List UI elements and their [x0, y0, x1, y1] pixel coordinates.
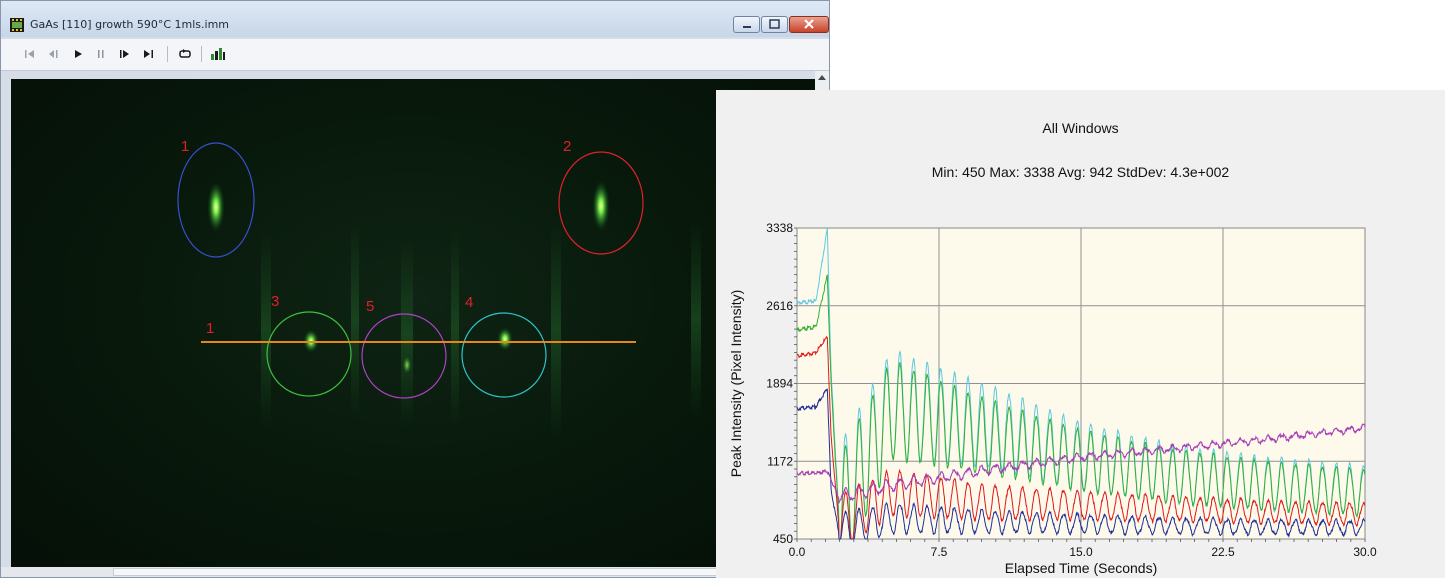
roi-label-3: 3: [271, 293, 279, 310]
play-button[interactable]: [67, 44, 89, 64]
pause-icon: [98, 50, 104, 58]
horizontal-scrollbar[interactable]: [1, 567, 815, 577]
skip-to-start-icon: [25, 50, 34, 58]
step-forward-button[interactable]: [114, 44, 136, 64]
roi-circle-2[interactable]: [558, 151, 644, 255]
loop-icon: [179, 49, 191, 58]
x-tick-label: 15.0: [1069, 545, 1093, 559]
toolbar-separator: [167, 46, 168, 62]
title-bar[interactable]: GaAs [110] growth 590°C 1mls.imm: [1, 1, 829, 37]
pause-button[interactable]: [90, 44, 112, 64]
diffraction-streak: [551, 219, 561, 439]
playback-toolbar: [1, 39, 829, 71]
close-button[interactable]: [789, 16, 829, 33]
intensity-chart: 0.0 7.5 15.0 22.5 30.0 450 1172 1894 2616 3338 Ela…: [728, 221, 1377, 576]
first-frame-button[interactable]: [19, 44, 41, 64]
step-back-button[interactable]: [43, 44, 65, 64]
diffraction-streak: [451, 229, 459, 429]
roi-label-2: 2: [563, 138, 571, 155]
skip-to-end-icon: [144, 50, 153, 58]
last-frame-button[interactable]: [138, 44, 160, 64]
video-frame[interactable]: 1 2 3 5 4 1: [11, 79, 815, 567]
chart-icon: [211, 48, 225, 60]
scroll-up-arrow-icon[interactable]: [818, 74, 826, 80]
x-tick-label: 22.5: [1211, 545, 1235, 559]
diffraction-streak: [401, 239, 413, 429]
video-window: GaAs [110] growth 590°C 1mls.imm: [0, 0, 830, 578]
x-tick-label: 7.5: [931, 545, 948, 559]
chart-title: All Windows: [1042, 120, 1119, 136]
window-title: GaAs [110] growth 590°C 1mls.imm: [30, 18, 230, 31]
x-tick-label: 30.0: [1353, 545, 1377, 559]
series-line-5: [796, 423, 1366, 504]
intensity-chart-panel: All Windows Min: 450 Max: 3338 Avg: 942 …: [716, 90, 1445, 578]
toolbar-separator: [201, 46, 202, 62]
series-line-4: [796, 388, 1366, 540]
diffraction-streak: [351, 219, 359, 419]
y-tick-label: 2616: [766, 299, 793, 313]
y-tick-label: 3338: [766, 221, 793, 235]
roi-circle-5[interactable]: [361, 313, 447, 399]
y-tick-label: 450: [773, 532, 793, 546]
series-line-3: [796, 336, 1366, 540]
y-tick-label: 1894: [766, 377, 793, 391]
roi-label-1: 1: [181, 138, 189, 155]
roi-circle-1[interactable]: [177, 142, 255, 258]
profile-line-label: 1: [206, 320, 214, 337]
minimize-icon: [743, 26, 751, 28]
chart-button[interactable]: [207, 44, 229, 64]
maximize-button[interactable]: [761, 16, 788, 33]
roi-label-4: 4: [465, 294, 473, 311]
y-axis-label: Peak Intensity (Pixel Intensity): [728, 290, 744, 478]
minimize-button[interactable]: [733, 16, 760, 33]
y-tick-label: 1172: [767, 454, 793, 468]
roi-circle-4[interactable]: [461, 312, 547, 398]
rheed-pattern: 1 2 3 5 4 1: [177, 138, 701, 439]
step-forward-icon: [120, 50, 129, 58]
diffraction-spot: [402, 355, 412, 375]
diffraction-spot: [207, 181, 225, 233]
x-axis-label: Elapsed Time (Seconds): [1005, 560, 1158, 576]
loop-button[interactable]: [174, 44, 196, 64]
series-line-2: [796, 274, 1366, 540]
close-icon: [804, 19, 814, 29]
diffraction-streak: [691, 219, 701, 419]
play-icon: [75, 50, 82, 58]
film-strip-icon: [10, 18, 24, 32]
chart-stats: Min: 450 Max: 3338 Avg: 942 StdDev: 4.3e…: [931, 164, 1230, 180]
diffraction-spot: [592, 180, 610, 232]
roi-circle-3[interactable]: [266, 311, 352, 397]
maximize-icon: [769, 19, 780, 29]
diffraction-streak: [261, 229, 271, 429]
diffraction-spot: [497, 327, 513, 351]
roi-label-5: 5: [366, 298, 374, 315]
horizontal-scroll-thumb[interactable]: [113, 568, 753, 576]
x-tick-label: 0.0: [789, 545, 806, 559]
step-back-icon: [49, 50, 58, 58]
